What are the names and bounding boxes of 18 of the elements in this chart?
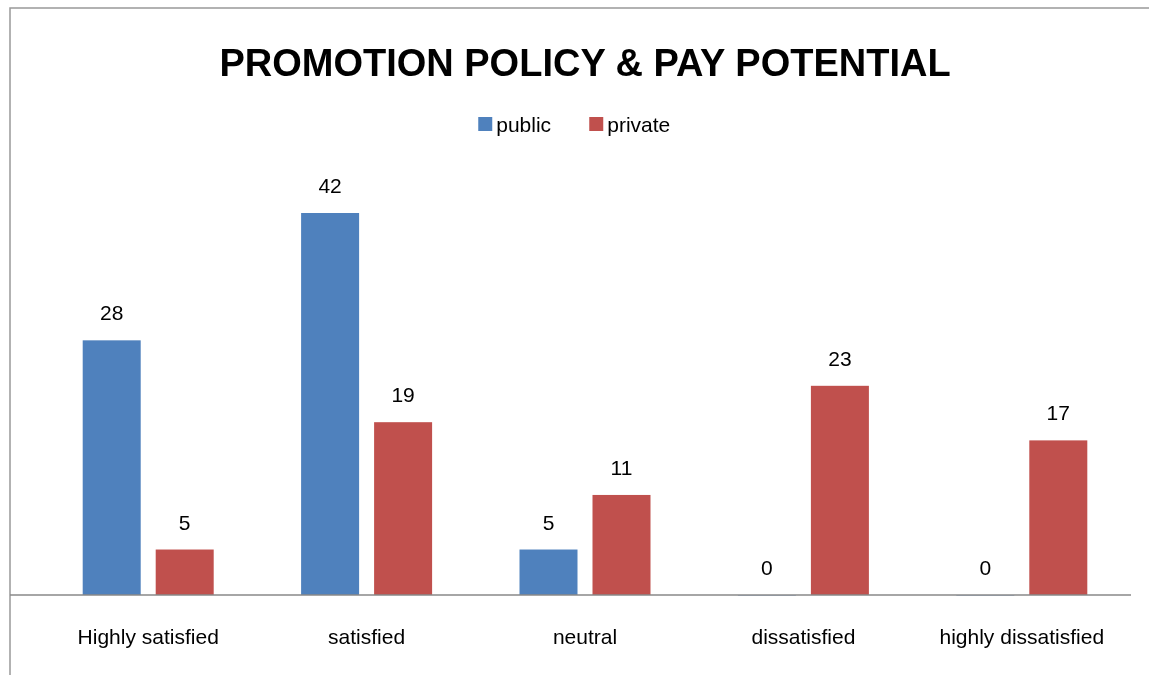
legend-label: private [607,113,671,136]
chart-title: PROMOTION POLICY & PAY POTENTIAL [219,42,951,84]
data-label: 23 [828,346,852,370]
data-label: 5 [178,510,191,534]
x-tick-label: Highly satisfied [77,625,219,648]
data-label: 42 [318,174,342,197]
data-label: 19 [391,383,415,407]
x-tick-label: highly dissatisfied [939,625,1105,648]
data-label: 11 [610,455,633,479]
x-tick-label: satisfied [328,625,406,648]
data-label: 0 [979,556,992,579]
x-tick-label: neutral [552,625,618,648]
data-label: 5 [542,510,555,534]
data-label: 0 [761,556,773,579]
x-tick-label: dissatisfied [751,625,856,648]
data-label: 17 [1046,401,1070,425]
legend-label: public [496,113,552,136]
data-label: 28 [100,301,124,325]
